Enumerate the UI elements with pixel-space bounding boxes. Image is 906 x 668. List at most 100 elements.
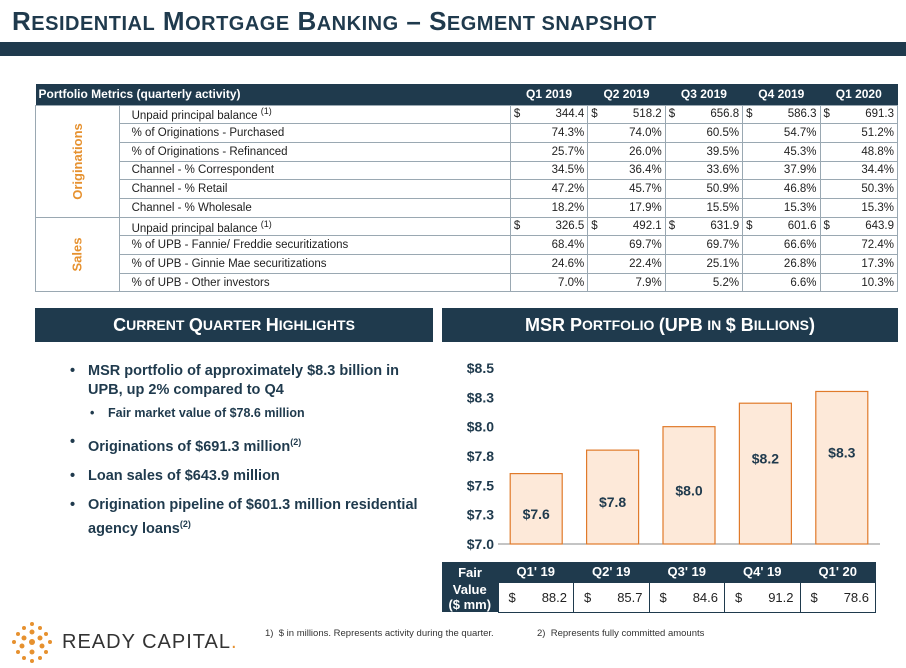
footnote-1: 1) $ in millions. Represents activity du… <box>265 628 494 639</box>
metrics-header-label: Portfolio Metrics (quarterly activity) <box>35 84 511 105</box>
metric-label: % of UPB - Other investors <box>118 272 511 293</box>
metric-value: 34.4% <box>819 160 899 181</box>
metrics-row: % of Originations - Purchased 74.3% 74.0% 6… <box>36 123 899 143</box>
fair-value-cell: $84.6 <box>648 581 725 613</box>
fair-label: Fair <box>442 562 498 582</box>
fair-value-cell: $85.7 <box>573 581 650 613</box>
fv-quarter: Q3' 19 <box>649 562 725 582</box>
metric-value: $586.3 <box>742 104 821 125</box>
metric-value: 74.3% <box>509 123 589 143</box>
bar-value-label: $8.2 <box>752 451 779 467</box>
metric-value: 34.5% <box>509 160 589 181</box>
bar-value-label: $8.3 <box>828 445 855 461</box>
fv-quarter: Q4' 19 <box>724 562 800 582</box>
metric-label: Channel - % Wholesale <box>118 197 511 218</box>
metric-label: Unpaid principal balance (1) <box>118 104 511 125</box>
metric-value: $326.5 <box>509 216 589 237</box>
highlight-originations: Originations of $691.3 million(2) <box>70 433 420 457</box>
y-tick-label: $7.3 <box>467 507 494 523</box>
bar <box>815 390 869 545</box>
metrics-row: Channel - % Retail 47.2% 45.7% 50.9% 46.8% 50… <box>36 179 899 199</box>
msr-bar-chart: $7.0 $7.3 $7.5 $7.8 $8.0 $8.3 $8.5 $7.6 $7.8 $8.0… <box>467 360 880 552</box>
fair-value-cell: $78.6 <box>799 581 876 613</box>
metrics-row: Channel - % Wholesale 18.2% 17.9% 15.5% 15.3… <box>36 197 899 218</box>
quarter-header: Q1 2019 <box>510 84 588 105</box>
y-tick-label: $8.0 <box>467 419 494 435</box>
metric-value: 47.2% <box>509 179 589 199</box>
bar-value-label: $8.0 <box>675 482 702 498</box>
metric-value: 69.7% <box>664 235 744 255</box>
highlights-list: MSR portfolio of approximately $8.3 bill… <box>70 362 420 549</box>
y-tick-label: $8.5 <box>467 360 494 376</box>
msr-header: MSR P ORTFOLIO (UPB IN $ B ILLIONS) <box>442 308 898 342</box>
bar <box>586 449 640 545</box>
metric-value: 54.7% <box>742 123 821 143</box>
metric-value: 33.6% <box>664 160 744 181</box>
metrics-row: % of UPB - Other investors 7.0% 7.9% 5.2% 6.… <box>36 272 899 293</box>
bar-value-label: $7.8 <box>599 494 626 510</box>
y-tick-label: $7.5 <box>467 477 494 493</box>
portfolio-metrics-table: Portfolio Metrics (quarterly activity) Q… <box>35 84 899 293</box>
highlight-msr: MSR portfolio of approximately $8.3 bill… <box>70 362 420 400</box>
metric-value: 26.8% <box>742 254 821 274</box>
metric-value: $631.9 <box>664 216 744 237</box>
metric-value: 66.6% <box>742 235 821 255</box>
metric-value: 15.5% <box>664 197 744 218</box>
metric-label: % of UPB - Fannie/ Freddie securitizatio… <box>118 235 511 255</box>
metric-value: 26.0% <box>587 141 666 162</box>
metric-value: $344.4 <box>509 104 589 125</box>
metric-value: 74.0% <box>587 123 666 143</box>
fair-value-table: Fair Q1' 19 Q2' 19 Q3' 19 Q4' 19 Q1' 20 … <box>442 562 876 613</box>
metric-value: 48.8% <box>819 141 899 162</box>
metric-value: 46.8% <box>742 179 821 199</box>
page-title: RESIDENTIAL MORTGAGE BANKING – SEGMENT S… <box>12 6 657 36</box>
metric-value: 37.9% <box>742 160 821 181</box>
bar <box>662 426 716 545</box>
metric-value: 15.3% <box>819 197 899 218</box>
metric-value: $691.3 <box>819 104 899 125</box>
metric-value: 36.4% <box>587 160 666 181</box>
metric-value: 45.3% <box>742 141 821 162</box>
y-tick-label: $7.8 <box>467 448 494 464</box>
metric-label: Channel - % Retail <box>118 179 511 199</box>
metrics-row: Channel - % Correspondent 34.5% 36.4% 33.6%… <box>36 160 899 181</box>
quarter-header: Q3 2019 <box>665 84 743 105</box>
metric-value: 68.4% <box>509 235 589 255</box>
metric-value: 25.1% <box>664 254 744 274</box>
metrics-header-row: Portfolio Metrics (quarterly activity) Q… <box>35 84 898 105</box>
highlight-pipeline: Origination pipeline of $601.3 million r… <box>70 496 420 539</box>
metric-value: 6.6% <box>742 272 821 293</box>
bar-value-label: $7.6 <box>523 506 550 522</box>
metric-value: 24.6% <box>509 254 589 274</box>
metrics-row: % of UPB - Fannie/ Freddie securitizatio… <box>36 235 899 255</box>
y-tick-label: $7.0 <box>467 536 494 552</box>
metric-value: 51.2% <box>819 123 899 143</box>
fv-quarter: Q2' 19 <box>573 562 649 582</box>
fair-value-label: Value ($ mm) <box>442 582 498 612</box>
metrics-row: Originations Unpaid principal balance (1)… <box>35 104 899 218</box>
metric-value: 25.7% <box>509 141 589 162</box>
metric-value: 17.9% <box>587 197 666 218</box>
metric-value: $656.8 <box>664 104 744 125</box>
fv-quarter: Q1' 20 <box>800 562 876 582</box>
metric-value: $518.2 <box>587 104 666 125</box>
metric-label: % of Originations - Refinanced <box>118 141 511 162</box>
highlights-header: C URRENT Q UARTER H IGHLIGHTS <box>35 308 433 342</box>
fair-value-cell: $91.2 <box>724 581 801 613</box>
metric-value: 17.3% <box>819 254 899 274</box>
metric-value: 69.7% <box>587 235 666 255</box>
bar <box>509 472 563 545</box>
metric-value: 22.4% <box>587 254 666 274</box>
metric-value: 7.9% <box>587 272 666 293</box>
metric-value: 39.5% <box>664 141 744 162</box>
metric-label: Channel - % Correspondent <box>118 160 511 181</box>
logo-dots-icon <box>12 622 52 663</box>
metric-value: $643.9 <box>819 216 899 237</box>
quarter-header: Q4 2019 <box>742 84 821 105</box>
originations-side-label: Originations <box>35 104 120 218</box>
title-rule <box>0 42 906 56</box>
footnote-2: 2) Represents fully committed amounts <box>537 628 705 639</box>
y-tick-label: $8.3 <box>467 389 494 405</box>
metric-value: $492.1 <box>587 216 666 237</box>
quarter-header: Q1 2020 <box>820 84 898 105</box>
